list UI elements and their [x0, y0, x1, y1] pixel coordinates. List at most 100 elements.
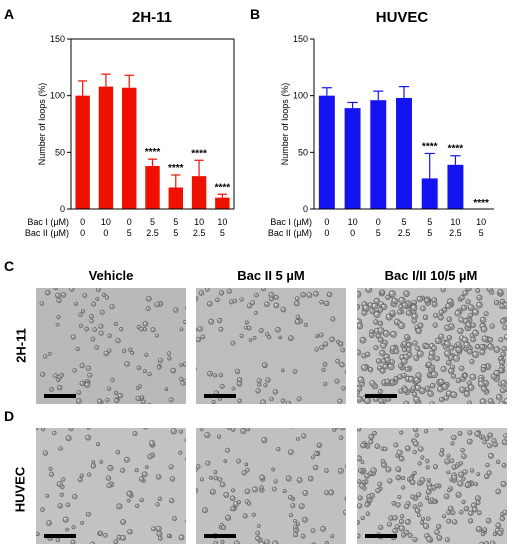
- cell: [457, 327, 464, 335]
- cell-highlight: [501, 381, 504, 384]
- cell-highlight: [158, 358, 161, 361]
- y-axis-label: Number of loops (%): [280, 83, 290, 166]
- cell-highlight: [437, 536, 440, 538]
- cell-highlight: [277, 448, 279, 450]
- cell-highlight: [476, 289, 478, 291]
- cell-highlight: [256, 536, 258, 539]
- cell: [168, 464, 174, 470]
- cell: [172, 516, 177, 522]
- cell-highlight: [291, 504, 293, 506]
- cell: [434, 483, 439, 488]
- cell: [248, 338, 253, 342]
- cell: [71, 525, 76, 530]
- cell-highlight: [369, 368, 371, 370]
- cell: [113, 398, 120, 404]
- cell: [134, 468, 139, 473]
- cell-highlight: [501, 319, 504, 322]
- category-label: 5: [427, 228, 432, 238]
- cell: [300, 533, 306, 539]
- cell-highlight: [59, 447, 61, 449]
- cell: [380, 458, 386, 464]
- cell: [301, 433, 307, 439]
- cell-highlight: [475, 432, 478, 435]
- cell: [497, 289, 504, 295]
- cell: [105, 397, 110, 403]
- cell: [263, 383, 268, 388]
- cell: [338, 435, 344, 441]
- cell-highlight: [473, 508, 475, 510]
- cell-highlight: [360, 484, 363, 486]
- cell: [278, 335, 283, 340]
- cell: [500, 379, 507, 387]
- cell-highlight: [263, 363, 265, 366]
- cell: [382, 446, 388, 452]
- cell: [86, 472, 92, 477]
- cell-highlight: [381, 369, 383, 371]
- cell-highlight: [274, 480, 276, 482]
- cell-highlight: [393, 516, 396, 518]
- cell-highlight: [56, 293, 59, 296]
- cell-highlight: [293, 370, 296, 372]
- cell: [427, 485, 433, 491]
- cell-highlight: [466, 483, 468, 486]
- panel-letter-d: D: [4, 408, 15, 424]
- cell: [231, 386, 236, 391]
- cell: [341, 386, 346, 391]
- scale-bar: [44, 394, 76, 398]
- cell-highlight: [479, 378, 482, 381]
- cell-highlight: [289, 336, 292, 339]
- cell: [99, 309, 105, 315]
- cell-highlight: [369, 472, 371, 474]
- category-label: 2.5: [398, 228, 411, 238]
- cell: [72, 368, 77, 373]
- cell-highlight: [184, 362, 186, 365]
- cell: [427, 390, 434, 397]
- cell-highlight: [414, 397, 417, 400]
- cell-highlight: [362, 365, 365, 368]
- cell-highlight: [107, 484, 110, 486]
- cell: [98, 323, 104, 329]
- significance-label: ****: [145, 147, 161, 158]
- cell: [397, 494, 402, 500]
- cell-highlight: [260, 486, 262, 488]
- cell-highlight: [397, 451, 400, 453]
- cell-highlight: [379, 308, 381, 311]
- cell: [60, 292, 67, 298]
- cell-highlight: [325, 301, 327, 304]
- cell-highlight: [92, 461, 94, 463]
- cell-highlight: [214, 476, 216, 479]
- cell-highlight: [357, 480, 360, 482]
- cell: [296, 477, 303, 483]
- cell: [334, 378, 340, 384]
- cell-highlight: [391, 332, 394, 335]
- cell: [357, 303, 361, 310]
- cell: [493, 299, 500, 306]
- cell: [219, 383, 225, 389]
- cell: [455, 491, 462, 498]
- cell-highlight: [501, 352, 504, 355]
- cell: [231, 488, 236, 493]
- category-label: 5: [150, 217, 155, 227]
- cell-highlight: [455, 311, 459, 314]
- cell: [252, 336, 257, 340]
- cell-highlight: [216, 298, 218, 300]
- cell-highlight: [237, 501, 239, 503]
- cell-highlight: [167, 534, 169, 536]
- category-row-label: Bac I (µM): [270, 217, 312, 227]
- cell-highlight: [464, 507, 467, 509]
- cell-highlight: [296, 437, 298, 439]
- cell-highlight: [450, 459, 452, 461]
- cell: [288, 335, 294, 341]
- cell-highlight: [395, 525, 398, 527]
- cell: [475, 500, 481, 506]
- cell-highlight: [283, 490, 285, 492]
- significance-label: ****: [168, 163, 184, 174]
- cell-highlight: [117, 535, 120, 538]
- cell-highlight: [442, 515, 445, 517]
- cell-highlight: [482, 387, 485, 389]
- cell-highlight: [309, 477, 311, 479]
- cell-highlight: [237, 459, 239, 462]
- cell-highlight: [357, 428, 359, 430]
- cell-highlight: [480, 350, 483, 353]
- cell-highlight: [470, 469, 473, 471]
